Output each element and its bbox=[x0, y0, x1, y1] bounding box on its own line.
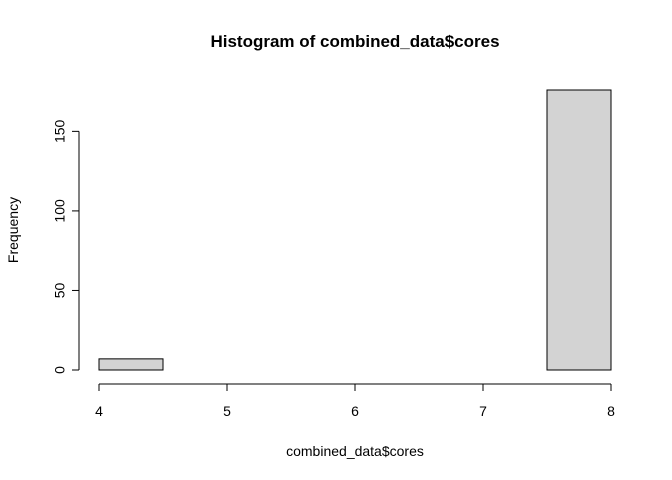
x-tick-label-3: 7 bbox=[479, 403, 487, 419]
x-tick-label-1: 5 bbox=[223, 403, 231, 419]
y-tick-label-3: 150 bbox=[52, 119, 68, 143]
y-tick-label-1: 50 bbox=[52, 282, 68, 298]
y-tick-label-2: 100 bbox=[52, 199, 68, 223]
chart-title: Histogram of combined_data$cores bbox=[210, 32, 499, 51]
x-tick-label-0: 4 bbox=[95, 403, 103, 419]
x-tick-label-4: 8 bbox=[607, 403, 615, 419]
bars-layer bbox=[98, 89, 612, 371]
x-tick-label-2: 6 bbox=[351, 403, 359, 419]
histogram-bar-0 bbox=[98, 358, 164, 371]
y-axis: 0 50 100 150 bbox=[52, 119, 80, 374]
y-axis-label: Frequency bbox=[5, 197, 21, 263]
histogram-bar-7 bbox=[546, 89, 612, 371]
y-tick-label-0: 0 bbox=[52, 366, 68, 374]
x-axis: 4 5 6 7 8 bbox=[95, 383, 615, 419]
x-axis-label: combined_data$cores bbox=[286, 443, 424, 459]
